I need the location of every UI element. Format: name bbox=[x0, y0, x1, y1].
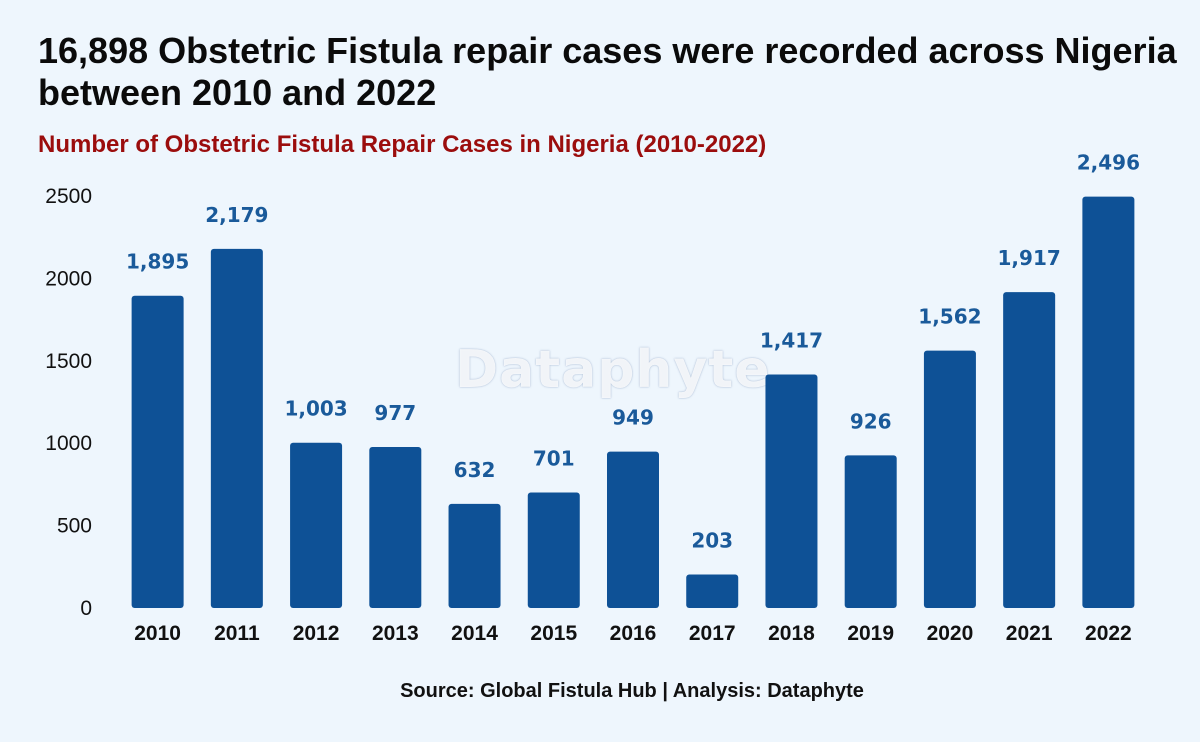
data-label-2011: 2,179 bbox=[205, 203, 268, 227]
headline: 16,898 Obstetric Fistula repair cases we… bbox=[38, 30, 1177, 113]
x-tick-label: 2022 bbox=[1085, 622, 1132, 645]
y-axis: 0 500 1000 1500 2000 2500 bbox=[45, 185, 92, 620]
data-label-2019: 926 bbox=[850, 409, 892, 433]
bar-2014 bbox=[448, 503, 501, 608]
x-tick-label: 2020 bbox=[927, 622, 974, 645]
data-label-2022: 2,496 bbox=[1077, 151, 1140, 175]
data-label-2013: 977 bbox=[374, 401, 416, 425]
y-tick-label: 1500 bbox=[45, 350, 92, 373]
bar-2021 bbox=[1003, 292, 1056, 608]
bar-2011 bbox=[210, 248, 263, 608]
y-tick-label: 1000 bbox=[45, 432, 92, 455]
bar-2016 bbox=[607, 451, 659, 608]
bars bbox=[131, 196, 1135, 609]
x-tick-label: 2021 bbox=[1006, 622, 1053, 645]
x-tick-label: 2016 bbox=[610, 622, 657, 645]
x-axis: 2010 2011 2012 2013 2014 2015 2016 2017 2018 2019… bbox=[134, 622, 1131, 645]
x-tick-label: 2018 bbox=[768, 622, 815, 645]
bar-2012 bbox=[290, 442, 343, 608]
data-label-2018: 1,417 bbox=[760, 328, 823, 352]
bar-2010 bbox=[131, 295, 184, 608]
data-label-2021: 1,917 bbox=[998, 246, 1061, 270]
x-tick-label: 2011 bbox=[214, 622, 260, 645]
x-tick-label: 2013 bbox=[372, 622, 419, 645]
bar-2017 bbox=[686, 574, 739, 608]
data-label-2014: 632 bbox=[454, 458, 496, 482]
data-label-2016: 949 bbox=[612, 406, 654, 430]
y-tick-label: 2500 bbox=[45, 185, 92, 208]
data-label-2020: 1,562 bbox=[918, 305, 981, 329]
x-tick-label: 2019 bbox=[847, 622, 894, 645]
x-tick-label: 2017 bbox=[689, 622, 736, 645]
x-tick-label: 2012 bbox=[293, 622, 340, 645]
bar-2015 bbox=[527, 492, 580, 608]
x-tick-label: 2015 bbox=[530, 622, 577, 645]
bar-2019 bbox=[844, 455, 897, 608]
source-note: Source: Global Fistula Hub | Analysis: D… bbox=[400, 680, 864, 702]
chart-title: Number of Obstetric Fistula Repair Cases… bbox=[38, 131, 767, 158]
bar-2018 bbox=[765, 374, 818, 608]
data-label-2015: 701 bbox=[533, 446, 575, 470]
bar-2022 bbox=[1082, 196, 1135, 609]
data-label-2010: 1,895 bbox=[126, 250, 189, 274]
y-tick-label: 0 bbox=[80, 597, 92, 620]
bar-2013 bbox=[369, 446, 422, 608]
bar-2020 bbox=[923, 350, 976, 608]
x-tick-label: 2010 bbox=[134, 622, 181, 645]
y-tick-label: 2000 bbox=[45, 267, 92, 290]
y-tick-label: 500 bbox=[57, 515, 92, 538]
x-tick-label: 2014 bbox=[451, 622, 498, 645]
data-label-2017: 203 bbox=[691, 529, 733, 553]
data-label-2012: 1,003 bbox=[284, 397, 347, 421]
data-labels: 1,895 2,179 1,003 977 632 701 949 203 1,417 926 1,… bbox=[126, 151, 1140, 553]
